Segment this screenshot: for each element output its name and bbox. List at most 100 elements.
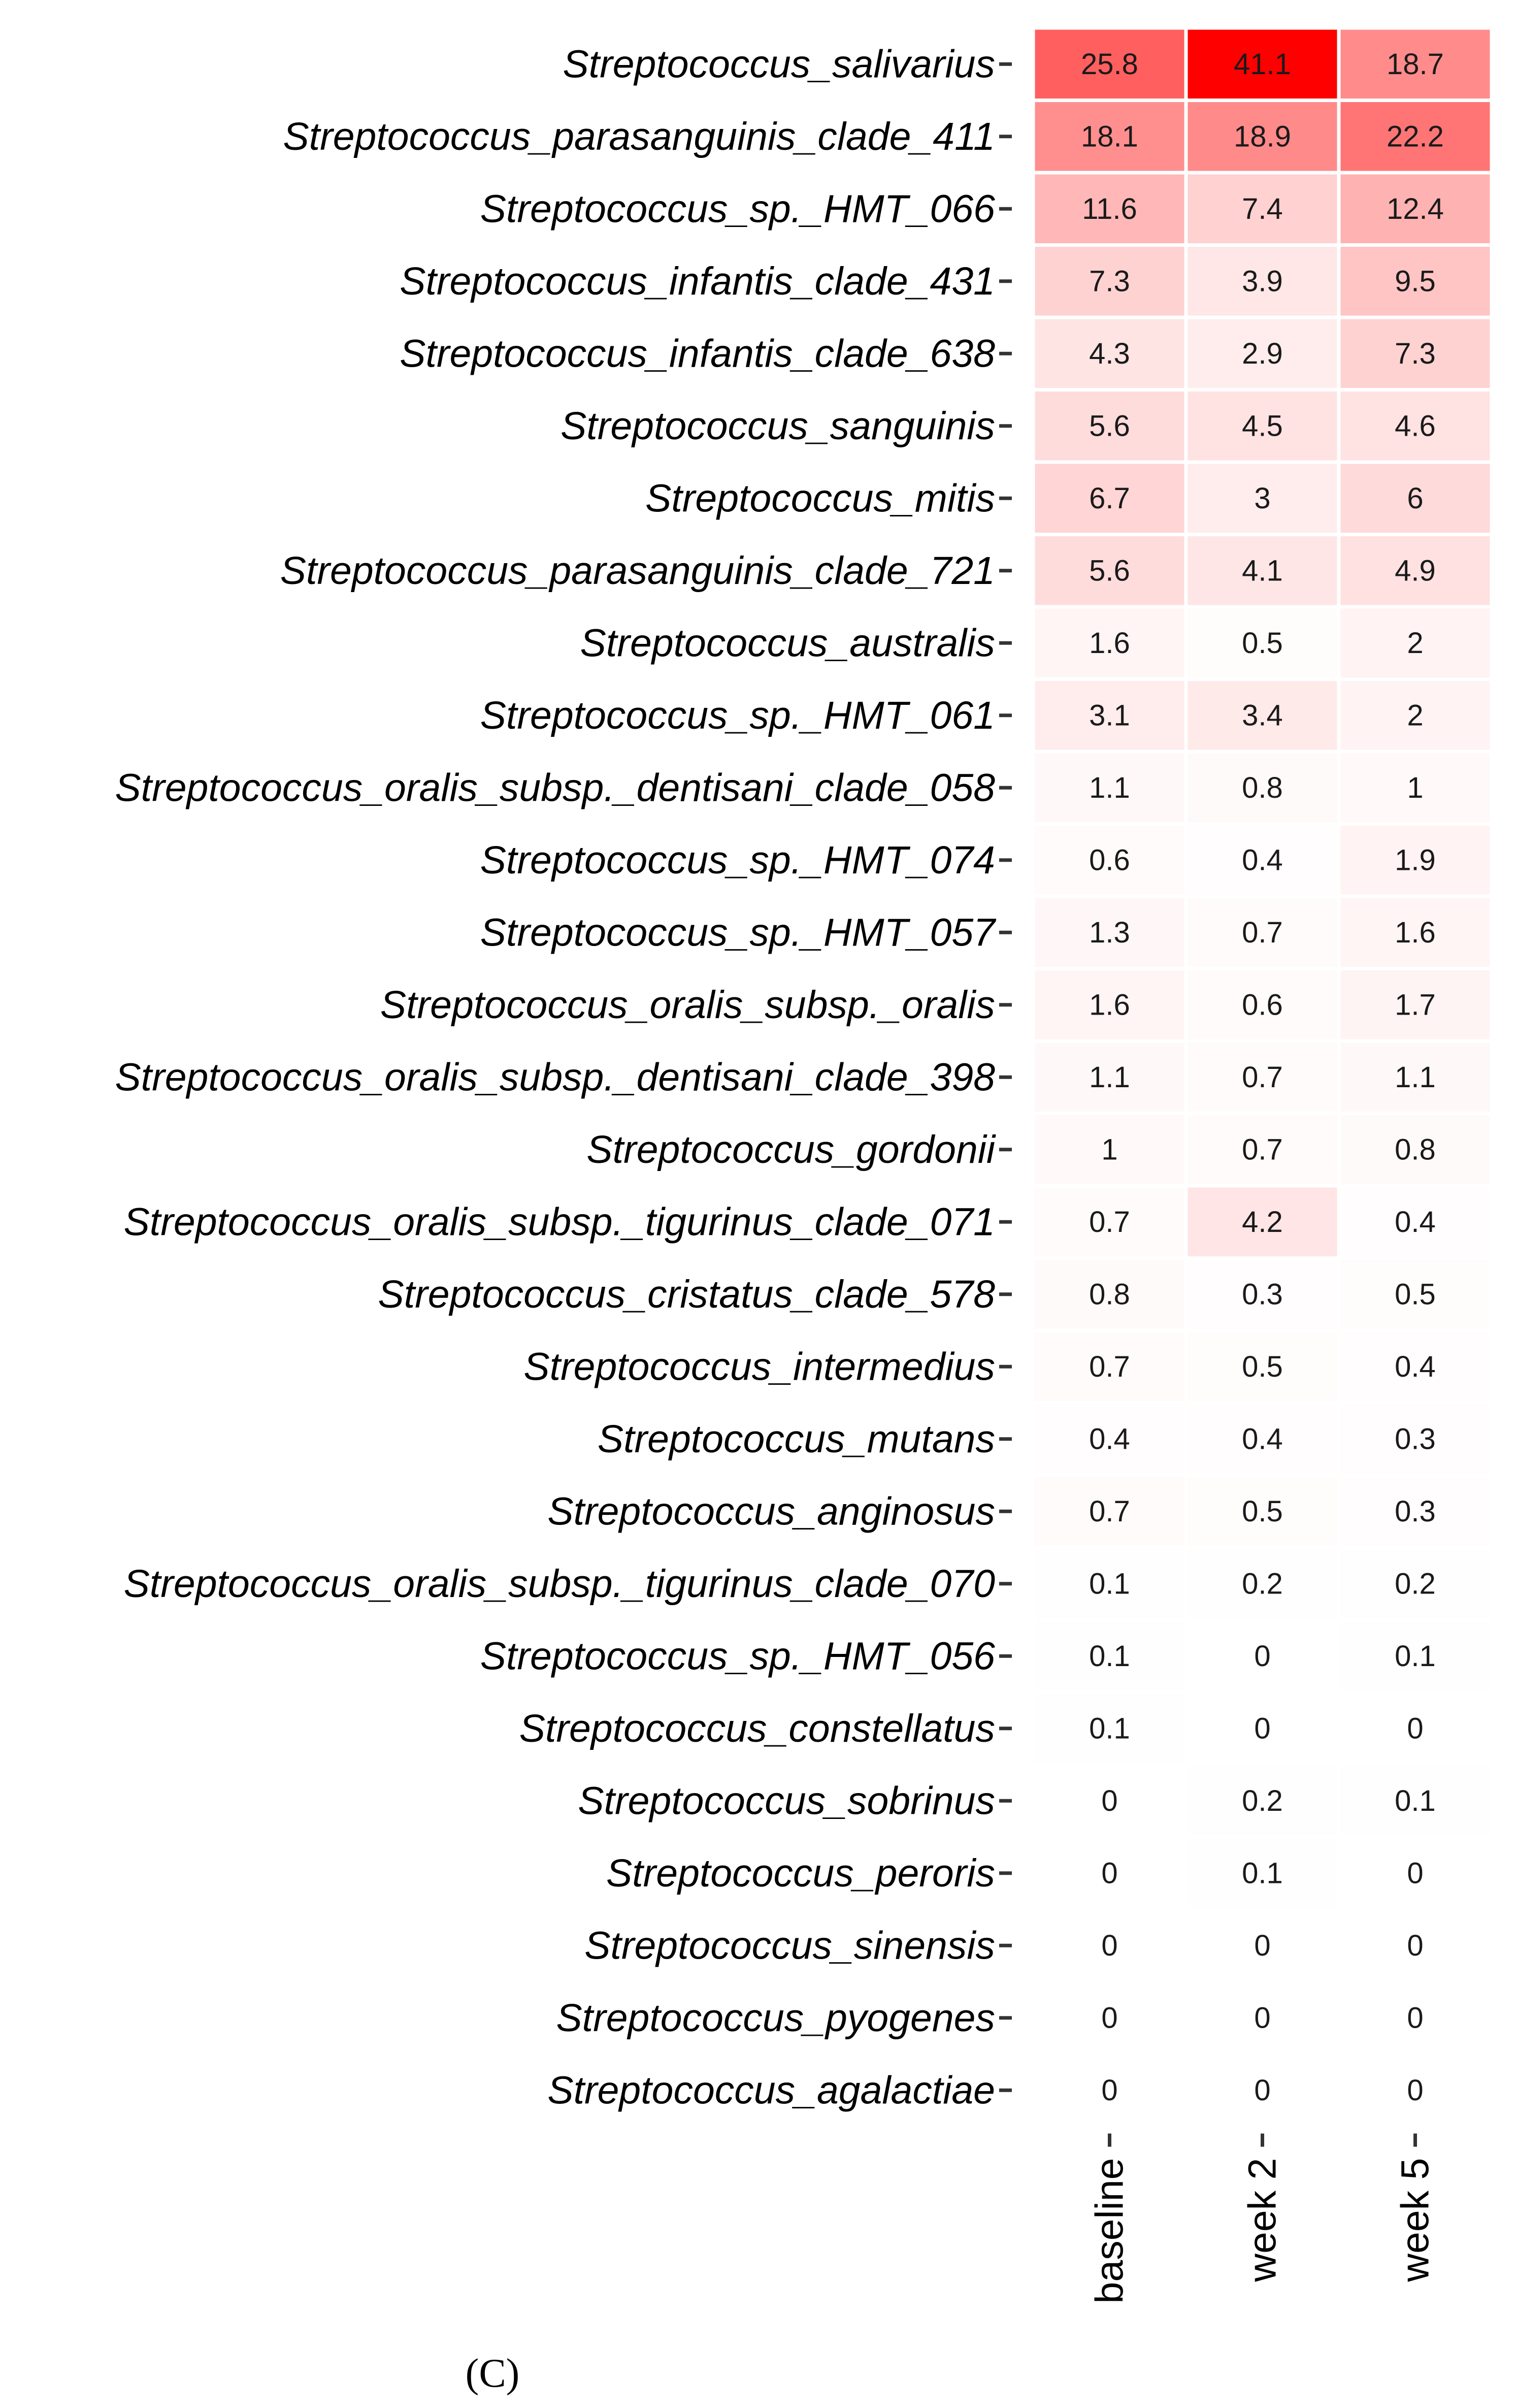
cell-value: 6 (1407, 482, 1423, 515)
cell-value: 0.4 (1242, 1422, 1283, 1455)
row-label: Streptococcus_oralis_subsp._dentisani_cl… (115, 766, 995, 809)
heatmap-cell (1035, 2056, 1184, 2125)
cell-value: 1.6 (1089, 627, 1130, 660)
row-label: Streptococcus_salivarius (563, 42, 995, 86)
cell-value: 0.7 (1242, 1061, 1283, 1094)
cell-value: 4.3 (1089, 337, 1130, 370)
heatmap-cell (1340, 1477, 1490, 1546)
cell-value: 0.1 (1089, 1640, 1130, 1673)
cell-value: 0.6 (1242, 988, 1283, 1021)
row-label: Streptococcus_parasanguinis_clade_721 (280, 549, 995, 593)
heatmap-cell (1340, 1983, 1490, 2053)
row-label: Streptococcus_parasanguinis_clade_411 (283, 115, 995, 158)
cell-value: 22.2 (1387, 120, 1444, 153)
cell-value: 41.1 (1234, 48, 1291, 81)
row-label: Streptococcus_oralis_subsp._tigurinus_cl… (124, 1562, 996, 1606)
row-label: Streptococcus_sp._HMT_057 (480, 910, 997, 954)
heatmap-cell (1035, 1043, 1184, 1112)
cell-value: 0.4 (1089, 1422, 1130, 1455)
heatmap-cell (1340, 681, 1490, 750)
heatmap-cell (1188, 826, 1337, 895)
heatmap-cell (1188, 753, 1337, 822)
cell-value: 0 (1254, 1929, 1270, 1962)
heatmap-cell (1035, 392, 1184, 461)
heatmap-cell (1340, 1043, 1490, 1112)
heatmap-cell (1188, 898, 1337, 967)
cell-value: 1 (1407, 771, 1423, 804)
heatmap-cell (1188, 1549, 1337, 1618)
cell-value: 3 (1254, 482, 1270, 515)
cell-value: 0.8 (1395, 1133, 1436, 1166)
cell-value: 0.3 (1395, 1495, 1436, 1528)
heatmap-cell (1188, 1983, 1337, 2053)
heatmap-cell (1340, 970, 1490, 1039)
cell-value: 0 (1254, 2001, 1270, 2034)
heatmap-cell (1035, 174, 1184, 243)
cell-value: 0.4 (1395, 1206, 1436, 1239)
cell-value: 25.8 (1081, 48, 1138, 81)
heatmap-cells (1035, 29, 1490, 2125)
cell-value: 4.5 (1242, 409, 1283, 442)
heatmap-cell (1340, 898, 1490, 967)
cell-value: 12.4 (1387, 192, 1444, 225)
heatmap-cell (1035, 1766, 1184, 1835)
cell-value: 0.2 (1242, 1784, 1283, 1817)
heatmap-cell (1188, 2056, 1337, 2125)
cell-value: 0.7 (1089, 1495, 1130, 1528)
heatmap-cell (1340, 1549, 1490, 1618)
cell-value: 0 (1101, 1857, 1117, 1890)
cell-value: 0 (1407, 2074, 1423, 2107)
heatmap-cell (1035, 1911, 1184, 1980)
heatmap-cell (1340, 1694, 1490, 1763)
row-label: Streptococcus_mutans (598, 1417, 995, 1461)
cell-value: 0.7 (1242, 1133, 1283, 1166)
heatmap-cell (1340, 1911, 1490, 1980)
heatmap-cell (1035, 1983, 1184, 2053)
cell-value: 2 (1407, 627, 1423, 660)
heatmap-cell (1188, 1766, 1337, 1835)
cell-value: 0.7 (1089, 1206, 1130, 1239)
cell-value: 0 (1407, 1857, 1423, 1890)
cell-value: 0.5 (1395, 1278, 1436, 1311)
row-label: Streptococcus_agalactiae (547, 2068, 995, 2112)
row-label: Streptococcus_australis (580, 621, 995, 665)
row-label: Streptococcus_sp._HMT_056 (480, 1634, 996, 1678)
heatmap-cell (1188, 1477, 1337, 1546)
row-label: Streptococcus_oralis_subsp._tigurinus_cl… (124, 1200, 995, 1244)
cell-value: 0 (1254, 1712, 1270, 1745)
cell-value: 1.6 (1089, 988, 1130, 1021)
heatmap-cell (1035, 681, 1184, 750)
heatmap-cell (1188, 247, 1337, 316)
heatmap-cell (1188, 1694, 1337, 1763)
cell-value: 3.1 (1089, 699, 1130, 732)
heatmap-cell (1340, 392, 1490, 461)
column-label: week 5 (1394, 2158, 1437, 2283)
cell-value: 1.1 (1395, 1061, 1436, 1094)
cell-value: 5.6 (1089, 554, 1130, 587)
heatmap-cell (1340, 247, 1490, 316)
cell-value: 0.6 (1089, 843, 1130, 876)
heatmap-cell (1035, 247, 1184, 316)
cell-value: 0.2 (1395, 1567, 1436, 1600)
cell-value: 0 (1407, 1929, 1423, 1962)
cell-value: 1.6 (1395, 916, 1436, 949)
heatmap-values: 25.8 41.1 18.718.1 18.9 22.211.6 7.4 12.47.3 3.… (1081, 48, 1444, 2107)
heatmap-cell (1340, 1839, 1490, 1908)
heatmap-cell (1340, 608, 1490, 677)
heatmap-cell (1340, 1332, 1490, 1401)
row-label: Streptococcus_sanguinis (561, 404, 995, 448)
cell-value: 0.1 (1242, 1857, 1283, 1890)
heatmap-cell (1035, 1694, 1184, 1763)
heatmap-cell (1340, 2056, 1490, 2125)
row-label: Streptococcus_infantis_clade_431 (400, 259, 995, 303)
cell-value: 0 (1101, 1784, 1117, 1817)
cell-value: 3.4 (1242, 699, 1283, 732)
heatmap-cell (1035, 29, 1184, 99)
cell-value: 0 (1101, 2074, 1117, 2107)
cell-value: 18.9 (1234, 120, 1291, 153)
cell-value: 2 (1407, 699, 1423, 732)
heatmap-cell (1035, 1549, 1184, 1618)
cell-value: 11.6 (1082, 192, 1137, 225)
cell-value: 1.7 (1395, 988, 1436, 1021)
row-label: Streptococcus_constellatus (519, 1707, 995, 1750)
